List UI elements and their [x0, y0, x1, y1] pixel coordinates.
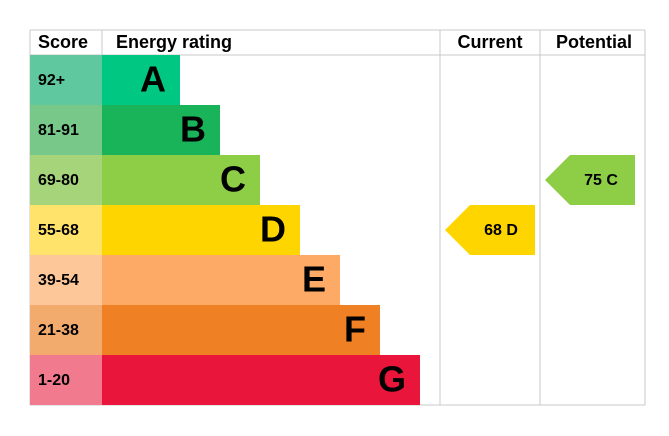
current-band: D: [506, 222, 518, 239]
rating-bar: [102, 155, 260, 205]
header-current: Current: [457, 32, 522, 52]
rating-letter: A: [140, 59, 166, 100]
rating-letter: B: [180, 109, 206, 150]
potential-score: 75: [584, 172, 602, 189]
rating-bar: [102, 305, 380, 355]
rating-letter: E: [302, 259, 326, 300]
rating-bar: [102, 255, 340, 305]
score-cell: [30, 355, 102, 405]
score-label: 39-54: [38, 272, 79, 289]
score-cell: [30, 305, 102, 355]
current-arrow: [445, 205, 535, 255]
header-rating: Energy rating: [116, 32, 232, 52]
potential-label: 75 C: [584, 172, 618, 189]
score-cell: [30, 205, 102, 255]
score-label: 92+: [38, 72, 65, 89]
current-label: 68 D: [484, 222, 518, 239]
score-cell: [30, 55, 102, 105]
score-cell: [30, 105, 102, 155]
score-label: 1-20: [38, 372, 70, 389]
score-label: 21-38: [38, 322, 79, 339]
score-label: 81-91: [38, 122, 79, 139]
rating-letter: C: [220, 159, 246, 200]
potential-band: C: [606, 172, 618, 189]
rating-bar: [102, 55, 180, 105]
header-score: Score: [38, 32, 88, 52]
current-score: 68: [484, 222, 502, 239]
rating-bar: [102, 105, 220, 155]
header-potential: Potential: [556, 32, 632, 52]
rating-letter: F: [344, 309, 366, 350]
potential-arrow: [545, 155, 635, 205]
score-cell: [30, 155, 102, 205]
rating-bar: [102, 355, 420, 405]
rating-bar: [102, 205, 300, 255]
score-label: 55-68: [38, 222, 79, 239]
rating-letter: G: [378, 359, 406, 400]
rating-letter: D: [260, 209, 286, 250]
score-cell: [30, 255, 102, 305]
score-label: 69-80: [38, 172, 79, 189]
